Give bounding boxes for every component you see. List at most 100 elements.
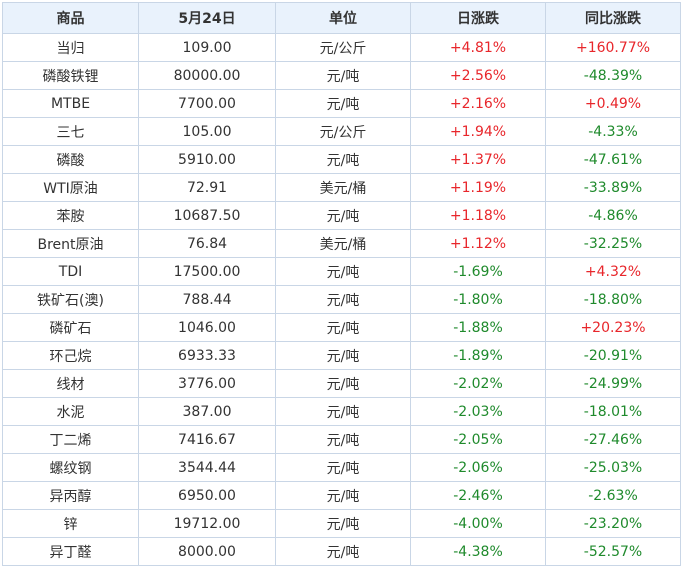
yoy-change-cell: -48.39% (545, 61, 681, 90)
table-row: 磷酸 5910.00 元/吨 +1.37% -47.61% (2, 145, 681, 174)
daily-change-cell: -2.06% (410, 453, 546, 482)
header-date: 5月24日 (138, 2, 276, 34)
price-cell: 7416.67 (138, 425, 276, 454)
yoy-change-cell: -47.61% (545, 145, 681, 174)
unit-cell: 元/吨 (275, 369, 411, 398)
table-row: 异丙醇 6950.00 元/吨 -2.46% -2.63% (2, 481, 681, 510)
header-row: 商品 5月24日 单位 日涨跌 同比涨跌 (2, 2, 681, 34)
unit-cell: 元/公斤 (275, 117, 411, 146)
commodity-cell: 螺纹钢 (2, 453, 139, 482)
commodity-cell: 异丙醇 (2, 481, 139, 510)
unit-cell: 美元/桶 (275, 229, 411, 258)
commodity-cell: 丁二烯 (2, 425, 139, 454)
price-cell: 72.91 (138, 173, 276, 202)
daily-change-cell: +1.12% (410, 229, 546, 258)
yoy-change-cell: +160.77% (545, 33, 681, 62)
daily-change-cell: -2.46% (410, 481, 546, 510)
table-row: 苯胺 10687.50 元/吨 +1.18% -4.86% (2, 201, 681, 230)
commodity-cell: 线材 (2, 369, 139, 398)
table-row: 丁二烯 7416.67 元/吨 -2.05% -27.46% (2, 425, 681, 454)
price-cell: 1046.00 (138, 313, 276, 342)
table-row: 异丁醛 8000.00 元/吨 -4.38% -52.57% (2, 537, 681, 566)
yoy-change-cell: -18.80% (545, 285, 681, 314)
unit-cell: 元/吨 (275, 537, 411, 566)
yoy-change-cell: -24.99% (545, 369, 681, 398)
table-row: 当归 109.00 元/公斤 +4.81% +160.77% (2, 33, 681, 62)
daily-change-cell: -2.03% (410, 397, 546, 426)
yoy-change-cell: -18.01% (545, 397, 681, 426)
price-cell: 17500.00 (138, 257, 276, 286)
commodity-cell: TDI (2, 257, 139, 286)
daily-change-cell: +1.94% (410, 117, 546, 146)
table-row: Brent原油 76.84 美元/桶 +1.12% -32.25% (2, 229, 681, 258)
unit-cell: 元/吨 (275, 285, 411, 314)
commodity-cell: 苯胺 (2, 201, 139, 230)
commodity-cell: 三七 (2, 117, 139, 146)
table-row: MTBE 7700.00 元/吨 +2.16% +0.49% (2, 89, 681, 118)
price-cell: 105.00 (138, 117, 276, 146)
daily-change-cell: -1.69% (410, 257, 546, 286)
table-row: 螺纹钢 3544.44 元/吨 -2.06% -25.03% (2, 453, 681, 482)
price-cell: 7700.00 (138, 89, 276, 118)
table-row: 铁矿石(澳) 788.44 元/吨 -1.80% -18.80% (2, 285, 681, 314)
commodity-cell: 磷矿石 (2, 313, 139, 342)
table-row: TDI 17500.00 元/吨 -1.69% +4.32% (2, 257, 681, 286)
daily-change-cell: +1.18% (410, 201, 546, 230)
price-cell: 5910.00 (138, 145, 276, 174)
commodity-cell: 锌 (2, 509, 139, 538)
table-row: 磷矿石 1046.00 元/吨 -1.88% +20.23% (2, 313, 681, 342)
unit-cell: 元/吨 (275, 425, 411, 454)
unit-cell: 元/吨 (275, 453, 411, 482)
unit-cell: 元/吨 (275, 61, 411, 90)
yoy-change-cell: -4.33% (545, 117, 681, 146)
price-cell: 8000.00 (138, 537, 276, 566)
commodity-cell: 磷酸 (2, 145, 139, 174)
table-header: 商品 5月24日 单位 日涨跌 同比涨跌 (2, 2, 681, 34)
yoy-change-cell: -2.63% (545, 481, 681, 510)
commodity-cell: WTI原油 (2, 173, 139, 202)
yoy-change-cell: -25.03% (545, 453, 681, 482)
unit-cell: 元/吨 (275, 89, 411, 118)
daily-change-cell: +4.81% (410, 33, 546, 62)
daily-change-cell: -4.38% (410, 537, 546, 566)
table-row: 环己烷 6933.33 元/吨 -1.89% -20.91% (2, 341, 681, 370)
daily-change-cell: +2.56% (410, 61, 546, 90)
commodity-cell: 水泥 (2, 397, 139, 426)
table-body: 当归 109.00 元/公斤 +4.81% +160.77% 磷酸铁锂 80000.00 元/… (2, 33, 681, 566)
commodity-cell: Brent原油 (2, 229, 139, 258)
unit-cell: 元/吨 (275, 257, 411, 286)
daily-change-cell: -1.88% (410, 313, 546, 342)
table-row: 水泥 387.00 元/吨 -2.03% -18.01% (2, 397, 681, 426)
daily-change-cell: +2.16% (410, 89, 546, 118)
price-cell: 76.84 (138, 229, 276, 258)
header-daily-change: 日涨跌 (410, 2, 546, 34)
unit-cell: 元/吨 (275, 481, 411, 510)
price-cell: 109.00 (138, 33, 276, 62)
commodity-price-table: 商品 5月24日 单位 日涨跌 同比涨跌 当归 109.00 元/公斤 +4.81% +… (2, 2, 681, 566)
unit-cell: 元/吨 (275, 145, 411, 174)
price-cell: 10687.50 (138, 201, 276, 230)
price-cell: 3776.00 (138, 369, 276, 398)
table-row: 磷酸铁锂 80000.00 元/吨 +2.56% -48.39% (2, 61, 681, 90)
daily-change-cell: -2.05% (410, 425, 546, 454)
yoy-change-cell: -32.25% (545, 229, 681, 258)
unit-cell: 元/吨 (275, 509, 411, 538)
commodity-cell: 铁矿石(澳) (2, 285, 139, 314)
price-cell: 3544.44 (138, 453, 276, 482)
daily-change-cell: -1.89% (410, 341, 546, 370)
commodity-cell: 环己烷 (2, 341, 139, 370)
price-cell: 19712.00 (138, 509, 276, 538)
commodity-cell: MTBE (2, 89, 139, 118)
table-row: 三七 105.00 元/公斤 +1.94% -4.33% (2, 117, 681, 146)
yoy-change-cell: -4.86% (545, 201, 681, 230)
commodity-cell: 当归 (2, 33, 139, 62)
table-row: 线材 3776.00 元/吨 -2.02% -24.99% (2, 369, 681, 398)
price-cell: 6933.33 (138, 341, 276, 370)
commodity-cell: 磷酸铁锂 (2, 61, 139, 90)
table-row: WTI原油 72.91 美元/桶 +1.19% -33.89% (2, 173, 681, 202)
unit-cell: 元/吨 (275, 341, 411, 370)
yoy-change-cell: -52.57% (545, 537, 681, 566)
yoy-change-cell: -23.20% (545, 509, 681, 538)
header-yoy-change: 同比涨跌 (545, 2, 681, 34)
yoy-change-cell: +20.23% (545, 313, 681, 342)
